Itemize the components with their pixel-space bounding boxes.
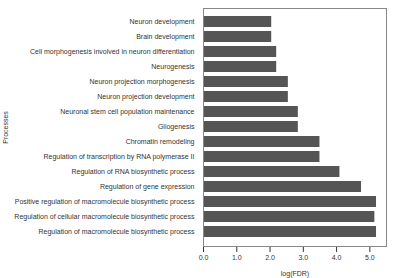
svg-text:Chromatin remodeling: Chromatin remodeling — [126, 138, 195, 146]
svg-text:Neuron projection morphogenesi: Neuron projection morphogenesis — [89, 78, 195, 86]
svg-text:Regulation of macromolecule bi: Regulation of macromolecule biosynthetic… — [38, 228, 195, 236]
svg-text:4.0: 4.0 — [332, 254, 342, 261]
svg-text:3.0: 3.0 — [298, 254, 308, 261]
svg-text:5.0: 5.0 — [365, 254, 375, 261]
svg-text:2.0: 2.0 — [265, 254, 275, 261]
svg-text:Regulation of RNA biosynthetic: Regulation of RNA biosynthetic process — [72, 168, 195, 176]
svg-text:Regulation of gene expression: Regulation of gene expression — [100, 183, 195, 191]
svg-text:Neurogenesis: Neurogenesis — [151, 63, 195, 71]
svg-text:1.0: 1.0 — [232, 254, 242, 261]
svg-text:Neuron development: Neuron development — [130, 18, 195, 26]
svg-text:Neuronal stem cell population: Neuronal stem cell population maintenanc… — [60, 108, 194, 116]
svg-text:Regulation of cellular macromo: Regulation of cellular macromolecule bio… — [14, 213, 195, 221]
svg-text:Neuron projection development: Neuron projection development — [97, 93, 194, 101]
svg-text:Regulation of transcription by: Regulation of transcription by RNA polym… — [44, 153, 195, 161]
svg-text:Cell morphogenesis involved in: Cell morphogenesis involved in neuron di… — [30, 48, 195, 56]
svg-text:Brain development: Brain development — [136, 33, 194, 41]
svg-text:0.0: 0.0 — [199, 254, 209, 261]
svg-text:Gliogenesis: Gliogenesis — [158, 123, 195, 131]
svg-text:log(FDR): log(FDR) — [281, 270, 309, 278]
svg-text:Positive regulation of macromo: Positive regulation of macromolecule bio… — [15, 198, 195, 206]
svg-text:Processes: Processes — [2, 111, 9, 144]
